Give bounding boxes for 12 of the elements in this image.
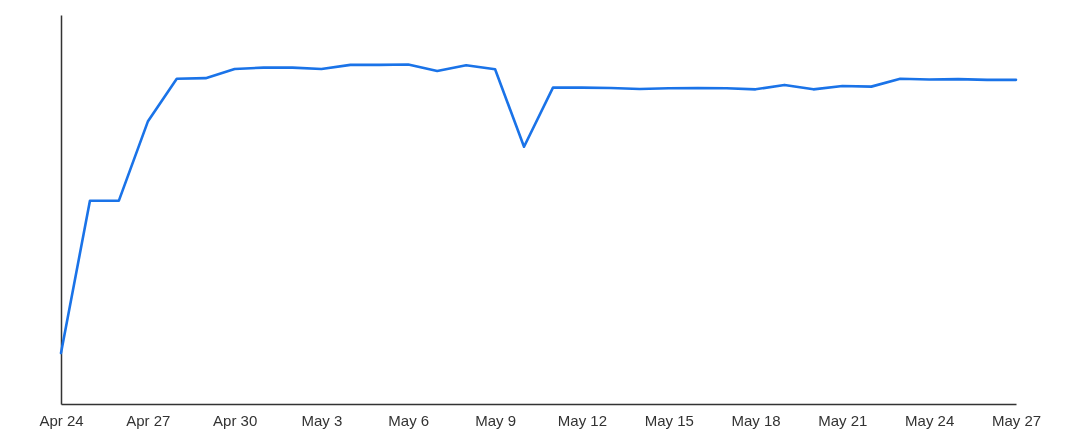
x-tick-label: Apr 24 <box>39 411 84 429</box>
x-tick-label: May 12 <box>557 411 608 429</box>
x-tick-label: May 3 <box>301 411 343 429</box>
x-tick-label: May 9 <box>475 411 517 429</box>
x-tick-label: May 27 <box>991 411 1042 429</box>
x-tick-label: May 21 <box>818 411 868 429</box>
x-tick-label: Apr 30 <box>213 411 258 429</box>
x-tick-label: May 15 <box>644 411 694 429</box>
x-tick-label: May 24 <box>905 411 955 429</box>
x-tick-label: Apr 27 <box>126 411 171 429</box>
x-tick-label: May 18 <box>731 411 781 429</box>
x-tick-label: May 6 <box>388 411 430 429</box>
